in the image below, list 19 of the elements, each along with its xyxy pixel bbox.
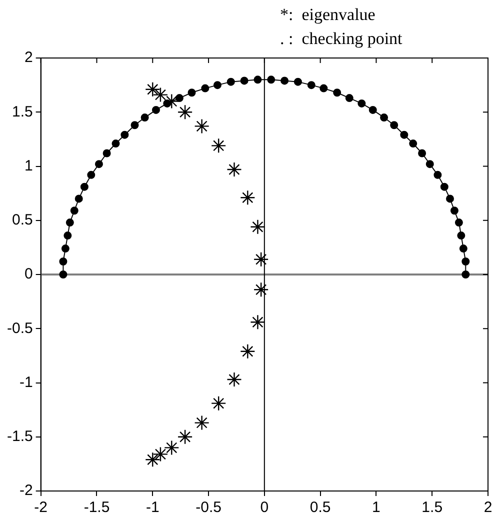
y-tick-label: -2 [20,482,33,500]
y-tick-label: 0 [24,266,33,283]
x-tick-label: 1.5 [422,499,443,516]
x-tick-label: -0.5 [196,499,222,516]
x-tick-label: -1 [146,499,160,516]
y-tick-label: 2 [24,49,33,66]
text: . : checking point [280,29,403,48]
x-tick-label: 0.5 [310,499,331,516]
y-tick-label: -1 [20,374,33,391]
x-tick-label: 1 [372,499,380,516]
x-tick-label: 2 [484,499,492,516]
x-tick-label: 0 [260,499,269,516]
y-tick-label: -0.5 [6,320,33,337]
y-tick-label: 1.5 [12,103,33,120]
y-tick-label: 0.5 [12,212,33,229]
y-tick-label: -1.5 [6,428,33,446]
text: *: eigenvalue [280,5,376,24]
y-tick-label: 1 [24,157,33,174]
x-tick-label: -1.5 [84,499,110,516]
